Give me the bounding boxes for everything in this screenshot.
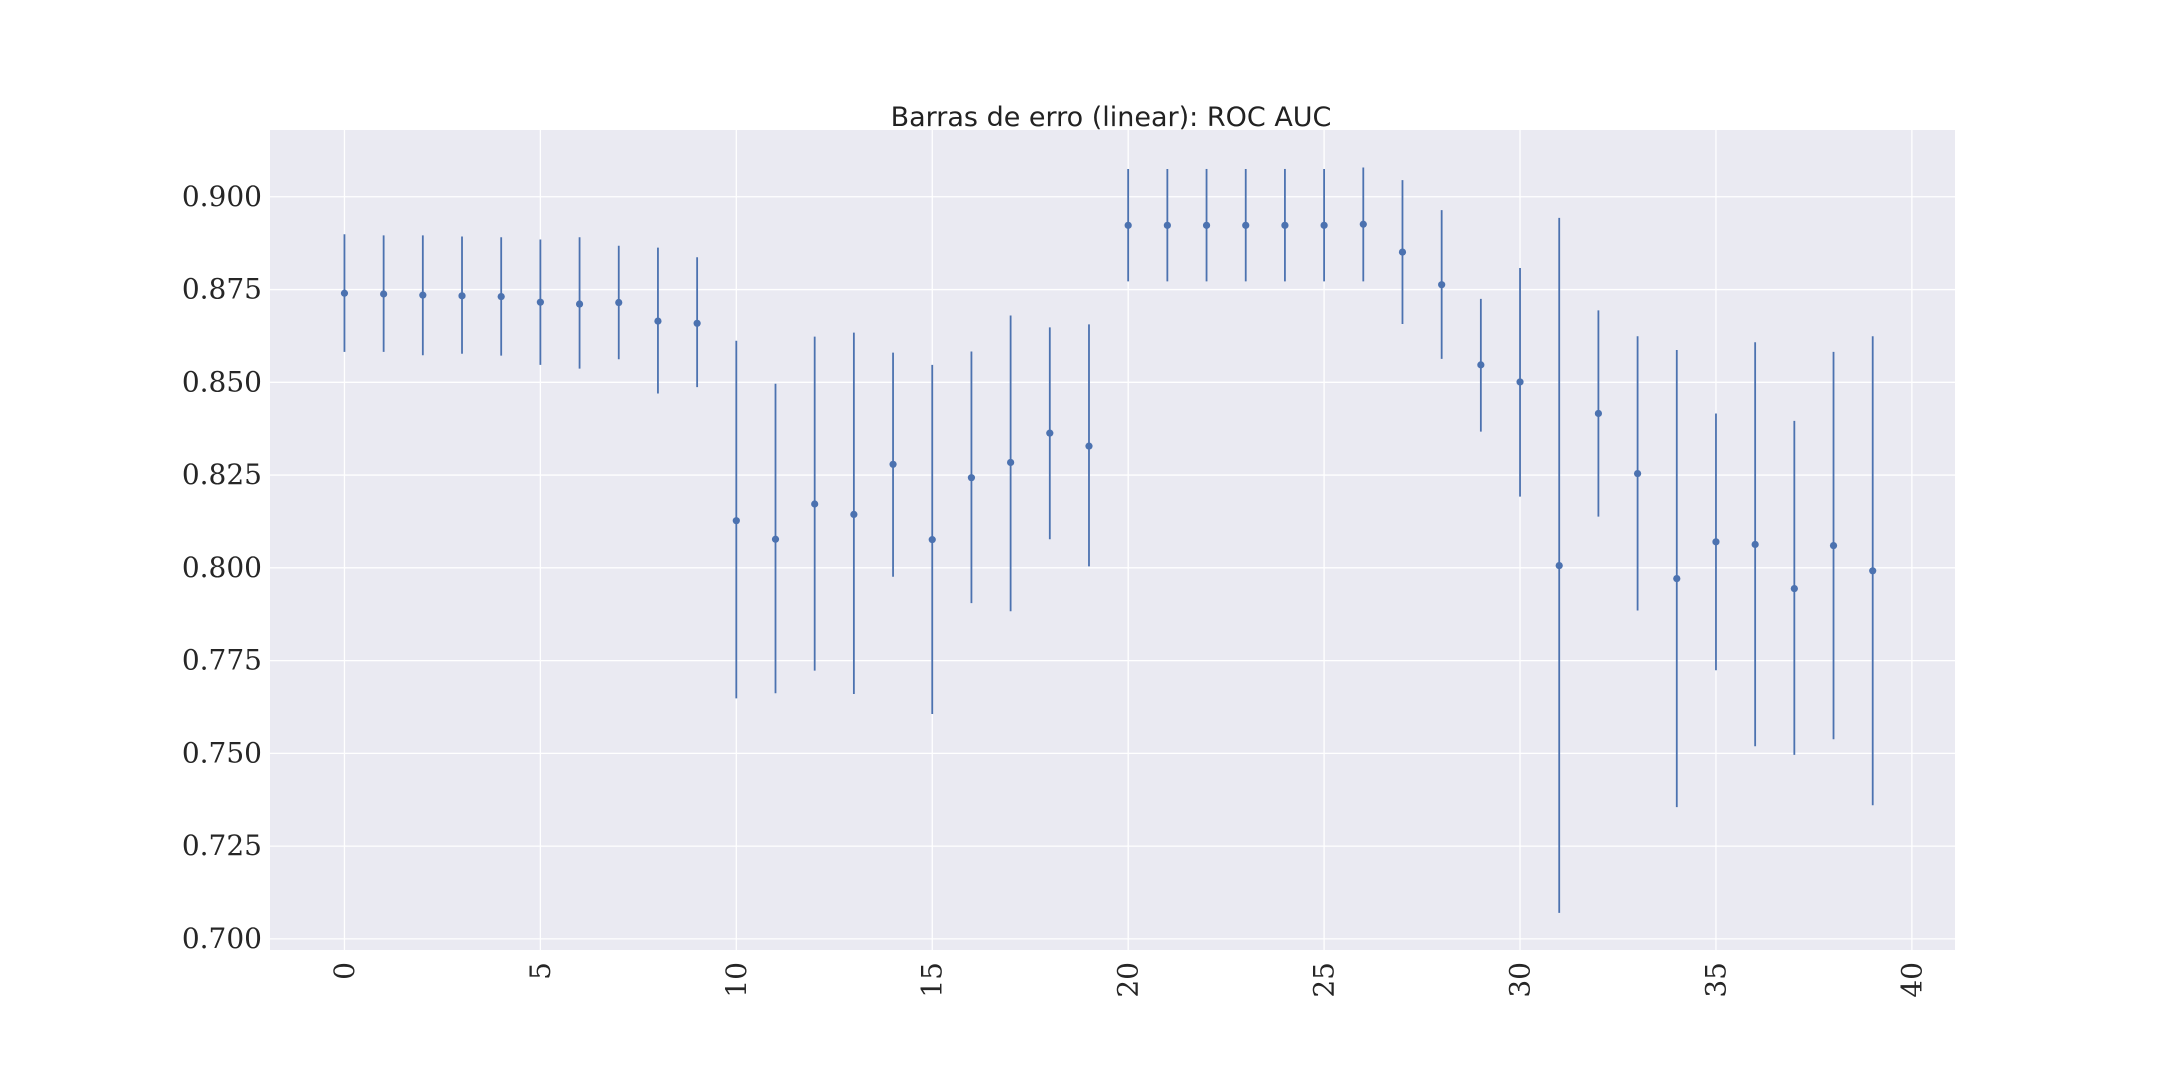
x-tick-label: 20 (1112, 962, 1145, 998)
data-point (497, 292, 505, 301)
data-point (1869, 567, 1877, 575)
data-point (1633, 469, 1642, 478)
y-tick-label: 0.900 (182, 180, 262, 213)
data-point (1242, 221, 1250, 229)
x-tick-label: 0 (328, 962, 361, 980)
data-point (1281, 221, 1289, 229)
data-point (1477, 361, 1485, 369)
x-tick-label: 25 (1308, 962, 1341, 998)
data-point (1829, 541, 1838, 550)
x-tick-label: 10 (720, 962, 753, 998)
data-point (340, 289, 349, 297)
y-tick-label: 0.800 (182, 551, 262, 584)
data-point (889, 460, 897, 468)
data-point (928, 536, 936, 544)
data-point (1320, 221, 1328, 229)
data-point (1163, 221, 1171, 229)
data-point (693, 319, 701, 327)
data-point (1555, 562, 1563, 570)
y-axis-ticks: 0.700 0.725 0.750 0.775 0.800 0.825 0.850 0.875… (182, 180, 262, 955)
data-point (1046, 429, 1054, 437)
x-tick-label: 35 (1699, 962, 1732, 998)
y-tick-label: 0.875 (182, 273, 262, 306)
data-point (1712, 538, 1720, 546)
data-point (771, 535, 780, 543)
data-point (1202, 221, 1211, 229)
data-point (1751, 540, 1759, 549)
data-point (536, 298, 544, 306)
data-point (1438, 281, 1446, 289)
x-tick-label: 15 (916, 962, 949, 998)
x-tick-label: 30 (1504, 962, 1537, 998)
data-point (1790, 585, 1798, 593)
data-point (419, 291, 427, 299)
y-tick-label: 0.725 (182, 829, 262, 862)
x-tick-label: 40 (1895, 962, 1928, 998)
data-point (575, 300, 584, 308)
data-point (1594, 409, 1603, 418)
data-point (1673, 574, 1681, 583)
data-point (1516, 378, 1524, 386)
x-tick-label: 5 (524, 962, 557, 980)
data-point (615, 298, 623, 307)
data-point (1398, 248, 1407, 256)
data-point (380, 290, 388, 298)
data-point (850, 510, 858, 518)
data-point (654, 317, 662, 325)
y-tick-label: 0.700 (182, 922, 262, 955)
error-series (340, 167, 1877, 913)
data-point (1085, 442, 1093, 450)
y-tick-label: 0.825 (182, 458, 262, 491)
y-tick-label: 0.750 (182, 736, 262, 769)
x-axis-ticks: 0 5 10 15 20 25 30 35 40 (328, 962, 1928, 998)
data-point (1124, 221, 1132, 229)
data-point (1007, 458, 1015, 467)
y-tick-label: 0.850 (182, 365, 262, 398)
plot-background (270, 130, 1955, 950)
data-point (458, 292, 466, 300)
chart-title: Barras de erro (linear): ROC AUC (891, 102, 1332, 133)
data-point (811, 500, 819, 508)
data-point (1359, 220, 1367, 228)
data-point (967, 474, 976, 482)
y-tick-label: 0.775 (182, 644, 262, 677)
data-point (732, 517, 740, 525)
